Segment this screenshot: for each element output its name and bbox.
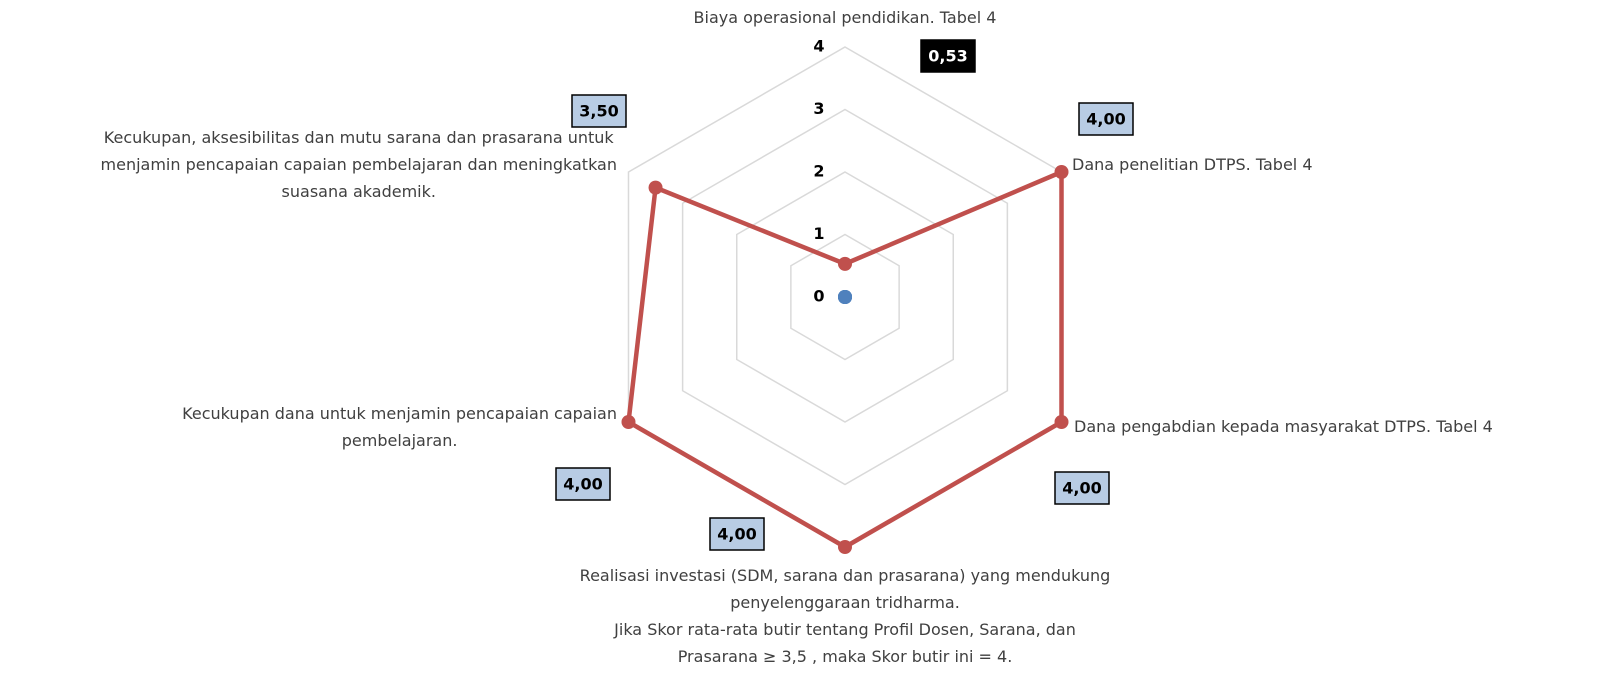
- grid-line: [790, 233, 900, 361]
- value-label: 3,50: [579, 102, 618, 121]
- tick-label: 2: [813, 162, 824, 181]
- value-label-box: [1054, 471, 1110, 505]
- tick-label: 4: [813, 37, 824, 56]
- value-label: 0,53: [928, 47, 967, 66]
- grid-line: [681, 108, 1009, 486]
- category-label: Biaya operasional pendidikan. Tabel 4: [693, 8, 997, 27]
- tick-label: 3: [813, 99, 824, 118]
- tick-label: 0: [813, 287, 824, 306]
- marker: [621, 415, 636, 429]
- value-label: 4,00: [717, 525, 756, 544]
- category-label: Kecukupan, aksesibilitas dan mutu sarana…: [100, 128, 617, 201]
- value-label-box: [1078, 102, 1134, 136]
- marker: [838, 256, 852, 271]
- grid-line: [735, 171, 955, 423]
- marker: [1054, 415, 1069, 429]
- tick-label: 1: [813, 224, 824, 243]
- category-label: Kecukupan dana untuk menjamin pencapaian…: [182, 404, 617, 450]
- category-label: Dana penelitian DTPS. Tabel 4: [1072, 155, 1313, 174]
- value-label-box: [920, 39, 976, 73]
- marker: [1054, 165, 1069, 179]
- category-label: Dana pengabdian kepada masyarakat DTPS. …: [1074, 417, 1493, 436]
- value-label-box: [555, 467, 611, 501]
- value-label: 4,00: [1086, 110, 1125, 129]
- marker: [838, 290, 852, 304]
- marker: [838, 540, 852, 554]
- value-label-box: [709, 517, 765, 551]
- value-label: 4,00: [1062, 479, 1101, 498]
- value-label: 4,00: [563, 475, 602, 494]
- value-label-box: [571, 94, 627, 128]
- marker: [648, 180, 663, 195]
- category-label: Realisasi investasi (SDM, sarana dan pra…: [579, 566, 1111, 666]
